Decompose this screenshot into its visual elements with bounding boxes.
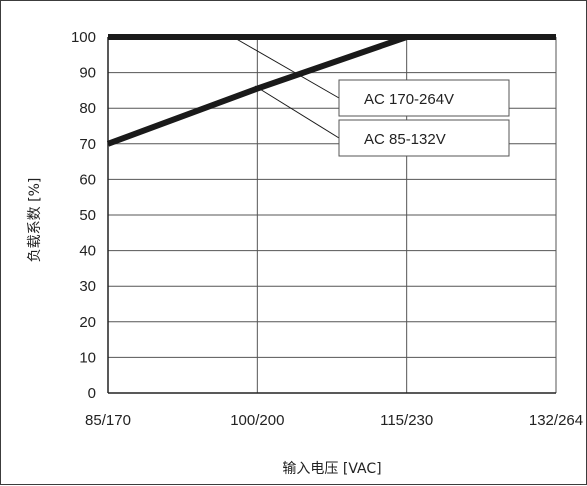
callout-leader-line — [232, 36, 340, 99]
axis-layer — [107, 37, 556, 394]
x-tick-label: 115/230 — [380, 412, 433, 429]
series-line — [106, 34, 556, 147]
y-tick-label: 90 — [79, 65, 96, 82]
series-label: AC 170-264V — [364, 91, 454, 108]
x-axis-title: 输入电压 [VAC] — [282, 461, 381, 477]
x-tick-label: 132/264 — [529, 412, 583, 429]
x-tick-label: 85/170 — [85, 412, 131, 429]
annotation-layer: AC 170-264V AC 85-132V — [232, 36, 510, 157]
y-tick-label: 80 — [79, 100, 96, 117]
y-axis-title: 负载系数 [%] — [27, 178, 43, 263]
y-tick-label: 60 — [79, 171, 96, 188]
y-tick-label: 30 — [79, 278, 96, 295]
y-tick-label: 0 — [88, 385, 96, 402]
y-tick-label: 50 — [79, 207, 96, 224]
y-tick-label: 10 — [79, 349, 96, 366]
tick-layer: 0 10 20 30 40 50 60 70 80 90 100 85/170 100/200 115/2… — [71, 29, 583, 429]
y-tick-label: 100 — [71, 29, 96, 46]
y-tick-label: 20 — [79, 314, 96, 331]
series-layer — [106, 34, 556, 147]
callout-box — [338, 79, 510, 117]
callout-leader-line — [254, 85, 340, 139]
series-label: AC 85-132V — [364, 131, 446, 148]
y-tick-label: 40 — [79, 243, 96, 260]
x-tick-label: 100/200 — [230, 412, 284, 429]
y-tick-label: 70 — [79, 136, 96, 153]
callout-box — [338, 119, 510, 157]
